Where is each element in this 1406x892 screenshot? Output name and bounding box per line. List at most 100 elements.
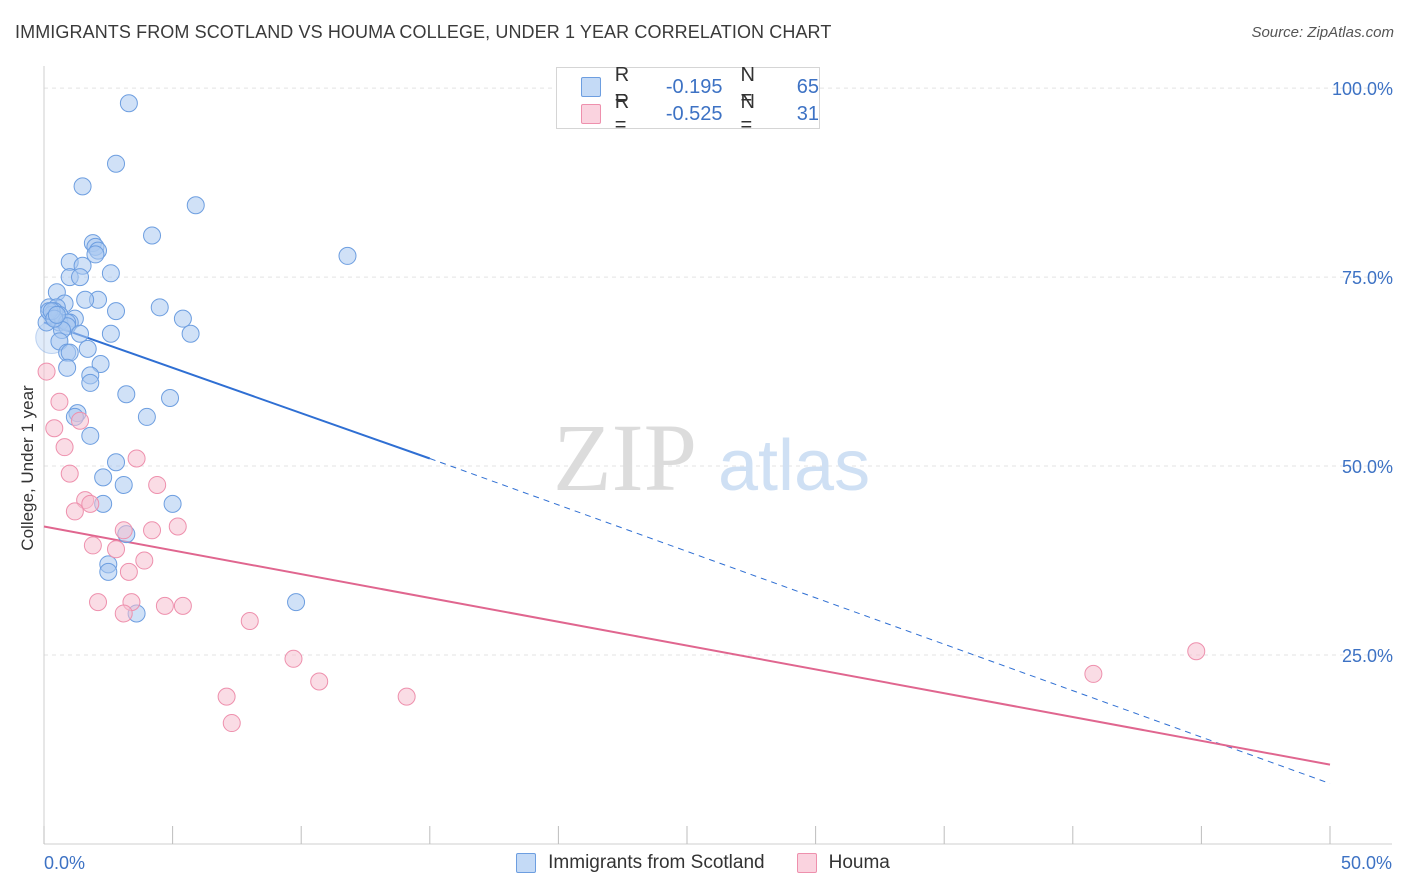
data-points [35,94,1206,733]
point-scotland [86,245,105,264]
watermark-atlas: atlas [718,426,870,506]
trend-line-scotland-extrapolated [429,458,1331,784]
point-scotland [137,407,156,426]
point-scotland [101,324,120,343]
legend-swatch-blue [581,77,601,97]
grid-lines [44,87,1392,656]
legend-n-value: 65 [796,75,819,98]
point-houma [310,672,329,691]
point-scotland [181,324,200,343]
point-scotland [107,453,126,472]
point-houma [114,521,133,540]
point-houma [45,419,64,438]
point-scotland [47,305,66,324]
y-axis-label: College, Under 1 year [18,385,37,551]
point-houma [155,596,174,615]
y-tick-label: 50.0% [1342,457,1393,477]
point-scotland [143,226,162,245]
point-houma [81,494,100,513]
point-scotland [81,426,100,445]
tick-labels: 25.0% 50.0% 75.0% 100.0% 0.0% 50.0% [44,79,1393,873]
trend-line-houma [43,525,1331,766]
point-houma [50,392,69,411]
point-scotland [107,302,126,321]
legend-n-label: N = [740,64,755,109]
point-scotland [186,196,205,215]
legend-r-label: R = [614,64,630,109]
point-houma [148,475,167,494]
legend-label-scotland: Immigrants from Scotland [548,852,765,873]
legend-swatch-blue [516,853,537,873]
point-scotland [163,494,182,513]
point-scotland [173,309,192,328]
legend-n-value: 31 [796,102,819,125]
legend-row-houma: R = -0.525 N = 31 [581,91,819,136]
correlation-legend: R = -0.195 N = 65 R = -0.525 N = 31 [556,64,820,136]
legend-swatch-pink [796,853,817,873]
legend-r-label: R = [614,91,630,136]
series-legend: Immigrants from Scotland Houma [0,852,1406,874]
point-houma [37,362,56,381]
legend-label-houma: Houma [828,852,890,873]
point-houma [397,687,416,706]
axes [43,66,1392,845]
point-houma [119,562,138,581]
point-scotland [150,298,169,317]
watermark: ZIP atlas [553,404,870,511]
point-houma [127,449,146,468]
point-scotland [81,373,100,392]
point-scotland [117,385,136,404]
point-scotland [338,246,357,265]
point-scotland [71,268,90,287]
point-houma [55,438,74,457]
point-houma [1084,664,1103,683]
trend-lines [43,321,1331,784]
legend-swatch-pink [581,104,601,124]
point-houma [114,604,133,623]
point-houma [143,521,162,540]
point-houma [173,596,192,615]
legend-item-scotland[interactable]: Immigrants from Scotland [516,852,765,874]
point-houma [83,536,102,555]
watermark-zip: ZIP [553,404,697,511]
point-houma [60,464,79,483]
point-houma [135,551,154,570]
point-houma [71,411,90,430]
legend-item-houma[interactable]: Houma [796,852,890,874]
point-scotland [94,468,113,487]
point-houma [89,593,108,612]
chart-source: Source: ZipAtlas.com [1251,24,1394,41]
legend-r-value: -0.195 [665,75,723,98]
point-scotland [107,154,126,173]
point-scotland [99,562,118,581]
chart-title: IMMIGRANTS FROM SCOTLAND VS HOUMA COLLEG… [15,22,832,42]
y-tick-label: 25.0% [1342,646,1393,666]
x-tick-label-min: 0.0% [44,853,85,873]
point-scotland [60,343,79,362]
point-houma [217,687,236,706]
point-scotland [91,355,110,374]
x-tick-label-max: 50.0% [1341,853,1392,873]
point-houma [107,540,126,559]
legend-n-label: N = [740,91,755,136]
point-scotland [114,475,133,494]
y-tick-label: 100.0% [1332,79,1393,99]
point-scotland [101,264,120,283]
point-scotland [58,358,77,377]
point-scotland [71,324,90,343]
point-scotland [161,389,180,408]
point-houma [222,714,241,733]
trend-line-scotland [43,321,431,460]
point-houma [240,612,259,631]
legend-row-scotland: R = -0.195 N = 65 [581,64,819,109]
point-scotland [287,593,306,612]
point-scotland [73,177,92,196]
point-houma [65,502,84,521]
y-tick-label: 75.0% [1342,268,1393,288]
point-houma [168,517,187,536]
point-scotland [78,339,97,358]
point-houma [284,649,303,668]
point-scotland [76,290,95,309]
point-scotland [119,94,138,113]
